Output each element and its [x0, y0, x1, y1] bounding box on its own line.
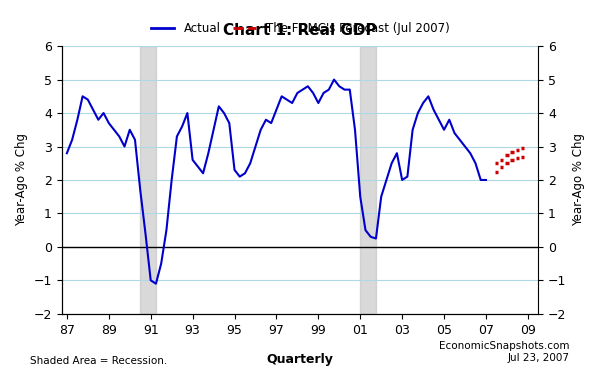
- Legend: Actual, The FOMC's Forecast (Jul 2007): Actual, The FOMC's Forecast (Jul 2007): [146, 17, 454, 40]
- Bar: [360, 46, 376, 314]
- Y-axis label: Year-Ago % Chg: Year-Ago % Chg: [15, 134, 28, 226]
- Text: EconomicSnapshots.com
Jul 23, 2007: EconomicSnapshots.com Jul 23, 2007: [439, 341, 570, 363]
- Title: Chart 1: Real GDP: Chart 1: Real GDP: [223, 23, 377, 38]
- Bar: [140, 46, 156, 314]
- Text: Quarterly: Quarterly: [266, 353, 334, 366]
- Y-axis label: Year-Ago % Chg: Year-Ago % Chg: [572, 134, 585, 226]
- Text: Shaded Area = Recession.: Shaded Area = Recession.: [30, 356, 167, 366]
